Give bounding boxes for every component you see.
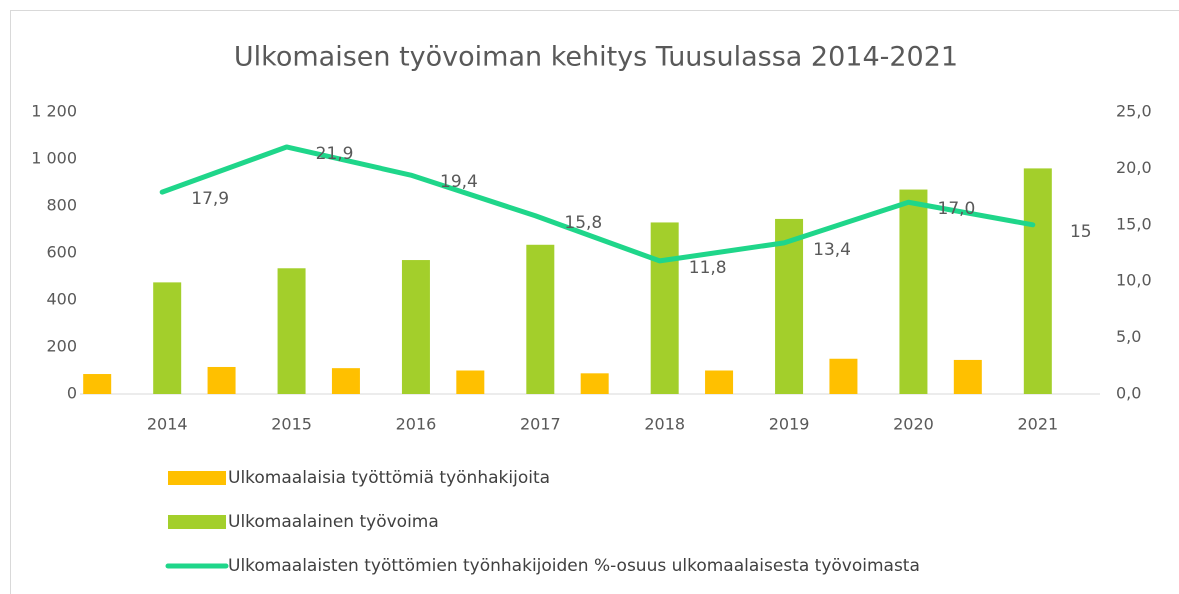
line <box>159 144 1036 264</box>
legend-label: Ulkomaalainen työvoima <box>228 512 439 532</box>
y-tick-label: 600 <box>46 243 77 262</box>
bar <box>83 374 112 394</box>
legend-label: Ulkomaalaisten työttömien työnhakijoiden… <box>228 556 920 576</box>
y-tick-label: 1 000 <box>31 149 77 168</box>
y-tick-label: 800 <box>46 196 77 215</box>
y2-tick-label: 5,0 <box>1116 327 1141 346</box>
bar <box>456 370 485 394</box>
x-tick-label: 2020 <box>893 415 934 434</box>
x-tick-label: 2016 <box>396 415 437 434</box>
legend-swatch <box>168 515 226 529</box>
data-label: 21,9 <box>316 144 354 164</box>
y2-tick-label: 25,0 <box>1116 102 1152 121</box>
bar <box>331 368 360 394</box>
y-tick-label: 200 <box>46 337 77 356</box>
y2-tick-label: 10,0 <box>1116 271 1152 290</box>
legend-label: Ulkomaalaisia työttömiä työnhakijoita <box>228 468 550 488</box>
bar <box>775 218 804 394</box>
data-label: 15,8 <box>564 213 602 233</box>
data-label: 15 <box>1070 222 1092 242</box>
y-tick-label: 0 <box>67 384 77 403</box>
y2-tick-label: 15,0 <box>1116 214 1152 233</box>
y-tick-label: 1 200 <box>31 102 77 121</box>
bar <box>1023 168 1052 394</box>
x-tick-label: 2015 <box>271 415 312 434</box>
x-tick-label: 2019 <box>769 415 810 434</box>
data-label: 17,0 <box>938 199 976 219</box>
legend-swatch <box>168 471 226 485</box>
y-tick-label: 400 <box>46 290 77 309</box>
data-label: 13,4 <box>813 240 851 260</box>
x-tick-label: 2017 <box>520 415 561 434</box>
y2-tick-label: 0,0 <box>1116 384 1141 403</box>
bar <box>401 260 430 394</box>
bar <box>829 358 858 394</box>
bar <box>153 282 182 394</box>
chart-frame <box>10 10 1179 594</box>
bar <box>705 370 734 394</box>
bar <box>580 373 609 394</box>
data-label: 11,8 <box>689 258 727 278</box>
x-tick-label: 2014 <box>147 415 188 434</box>
bar <box>899 189 928 394</box>
bar <box>650 222 679 394</box>
bar <box>526 244 555 394</box>
x-tick-label: 2021 <box>1017 415 1058 434</box>
y2-tick-label: 20,0 <box>1116 158 1152 177</box>
bar <box>207 366 236 394</box>
chart-title: Ulkomaisen työvoiman kehitys Tuusulassa … <box>234 42 958 73</box>
x-tick-label: 2018 <box>644 415 685 434</box>
bar <box>953 359 982 394</box>
data-label: 19,4 <box>440 172 478 192</box>
data-label: 17,9 <box>191 189 229 209</box>
bar <box>277 268 306 394</box>
